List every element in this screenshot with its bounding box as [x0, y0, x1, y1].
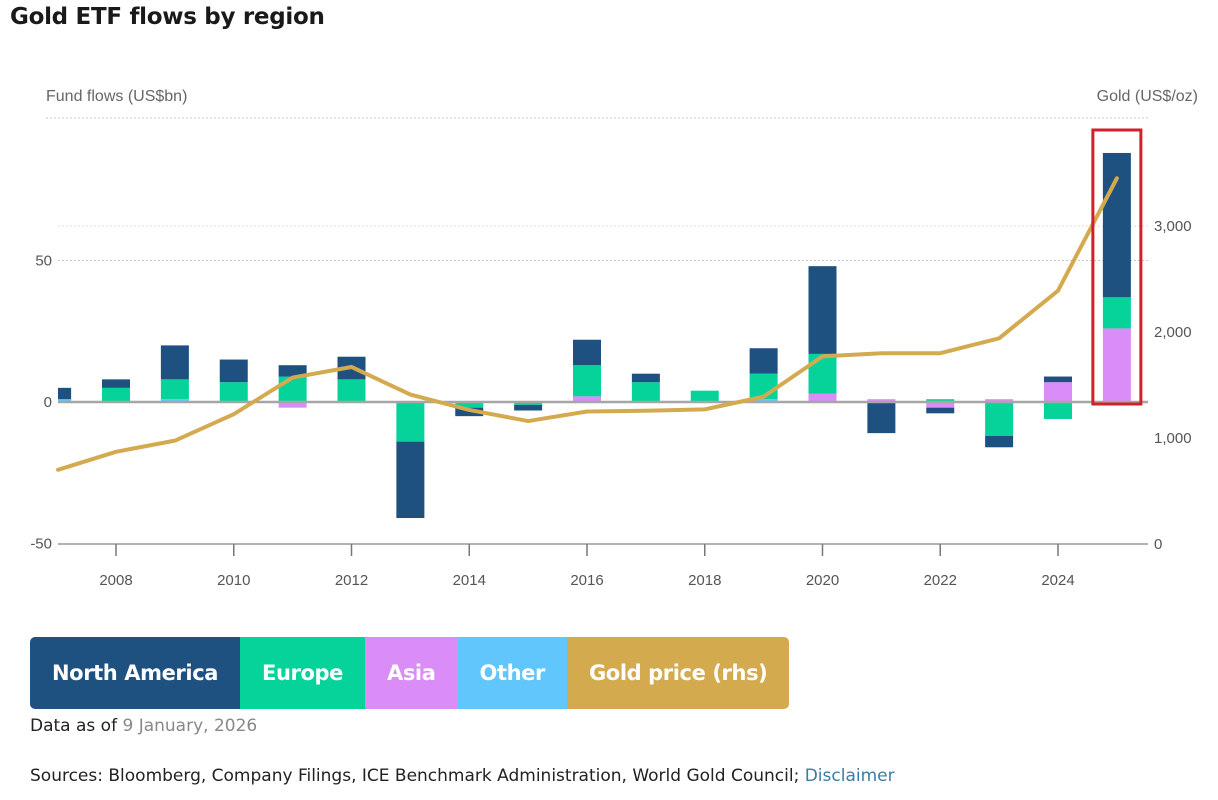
bar-north-america-2019[interactable] [749, 348, 778, 374]
bar-asia-2020[interactable] [808, 393, 837, 402]
data-as-of-label: Data as of [30, 716, 118, 736]
x-tick-label: 2018 [688, 572, 721, 589]
disclaimer-link[interactable]: Disclaimer [804, 766, 895, 786]
legend-label: North America [52, 661, 219, 685]
y2-tick-label: 3,000 [1154, 218, 1192, 235]
y2-tick-label: 2,000 [1154, 324, 1192, 341]
bar-asia-2025[interactable] [1102, 328, 1131, 402]
bar-europe-2018[interactable] [690, 390, 719, 402]
chart-canvas: -50 0 50 0 1,000 2,000 3,000 2008 2010 2012 2014 20… [30, 117, 1192, 589]
bar-europe-2022[interactable] [926, 399, 955, 402]
y-tick-label: 50 [35, 253, 52, 270]
bar-north-america-2007[interactable] [43, 387, 72, 400]
sources: Sources: Bloomberg, Company Filings, ICE… [30, 766, 895, 786]
gold-price-line [56, 176, 1119, 472]
bar-north-america-2013[interactable] [396, 441, 425, 519]
bar-europe-2009[interactable] [160, 379, 189, 400]
bar-north-america-2009[interactable] [160, 345, 189, 380]
legend-item-asia[interactable]: Asia [364, 637, 458, 709]
bar-europe-2025[interactable] [1102, 297, 1131, 329]
bar-asia-2016[interactable] [573, 396, 601, 402]
bar-north-america-2022[interactable] [926, 407, 955, 414]
x-tick-label: 2012 [335, 572, 368, 589]
bar-north-america-2011[interactable] [278, 365, 307, 377]
data-as-of-date: 9 January, 2026 [122, 716, 258, 736]
bar-europe-2023[interactable] [985, 402, 1014, 436]
x-tick-label: 2010 [217, 572, 250, 589]
bar-europe-2011[interactable] [278, 376, 307, 402]
y2-tick-label: 1,000 [1154, 430, 1192, 447]
bar-europe-2017[interactable] [631, 382, 660, 402]
bar-north-america-2010[interactable] [219, 359, 248, 383]
bar-europe-2016[interactable] [573, 365, 601, 397]
bar-asia-2021[interactable] [867, 399, 896, 402]
bar-europe-2024[interactable] [1044, 402, 1072, 419]
bar-europe-2013[interactable] [396, 402, 425, 442]
bar-europe-2008[interactable] [102, 387, 130, 402]
bar-europe-2010[interactable] [219, 382, 248, 402]
legend-item-north-america[interactable]: North America [30, 637, 241, 709]
bar-other-2009[interactable] [160, 399, 189, 402]
bar-asia-2023[interactable] [985, 399, 1014, 402]
x-tick-label: 2024 [1041, 572, 1074, 589]
x-tick-label: 2022 [924, 572, 957, 589]
legend-label: Gold price (rhs) [588, 661, 768, 685]
bar-north-america-2021[interactable] [867, 402, 896, 434]
y2-tick-label: 0 [1154, 536, 1162, 553]
legend-label: Asia [386, 661, 436, 685]
legend-item-other[interactable]: Other [457, 637, 567, 709]
bar-other-2007[interactable] [43, 399, 72, 402]
legend-label: Europe [262, 661, 343, 685]
x-tick-label: 2014 [453, 572, 486, 589]
bar-europe-2020[interactable] [808, 353, 837, 394]
bar-north-america-2015[interactable] [514, 404, 543, 411]
bars-group [43, 152, 1131, 519]
bar-north-america-2008[interactable] [102, 379, 130, 388]
x-tick-label: 2016 [570, 572, 603, 589]
bar-north-america-2020[interactable] [808, 266, 837, 354]
x-tick-label: 2020 [806, 572, 839, 589]
chart-title: Gold ETF flows by region [10, 4, 325, 30]
bar-europe-2014[interactable] [455, 402, 484, 408]
highlight-box-2025 [1091, 128, 1143, 406]
y-tick-label: -50 [30, 536, 52, 553]
bar-other-2019[interactable] [749, 399, 778, 402]
bar-europe-2015[interactable] [514, 402, 543, 405]
sources-text: Sources: Bloomberg, Company Filings, ICE… [30, 766, 800, 786]
data-as-of: Data as of 9 January, 2026 [30, 716, 257, 736]
bar-north-america-2024[interactable] [1044, 376, 1072, 383]
legend-item-gold-price-rhs[interactable]: Gold price (rhs) [566, 637, 790, 709]
right-axis-title: Gold (US$/oz) [1096, 88, 1198, 105]
bar-north-america-2016[interactable] [573, 339, 601, 366]
x-tick-label: 2008 [99, 572, 132, 589]
legend-label: Other [479, 661, 546, 685]
left-axis-title: Fund flows (US$bn) [46, 88, 188, 105]
bar-north-america-2025[interactable] [1102, 152, 1131, 298]
legend-item-europe[interactable]: Europe [240, 637, 365, 709]
bar-north-america-2023[interactable] [985, 435, 1014, 448]
y-tick-label: 0 [44, 394, 52, 411]
bar-asia-2024[interactable] [1044, 382, 1072, 402]
bar-asia-2022[interactable] [926, 402, 955, 408]
legend: North America Europe Asia Other Gold price (… [30, 637, 790, 709]
bar-europe-2012[interactable] [337, 379, 366, 402]
bar-north-america-2017[interactable] [631, 373, 660, 383]
bar-asia-2011[interactable] [278, 402, 307, 408]
